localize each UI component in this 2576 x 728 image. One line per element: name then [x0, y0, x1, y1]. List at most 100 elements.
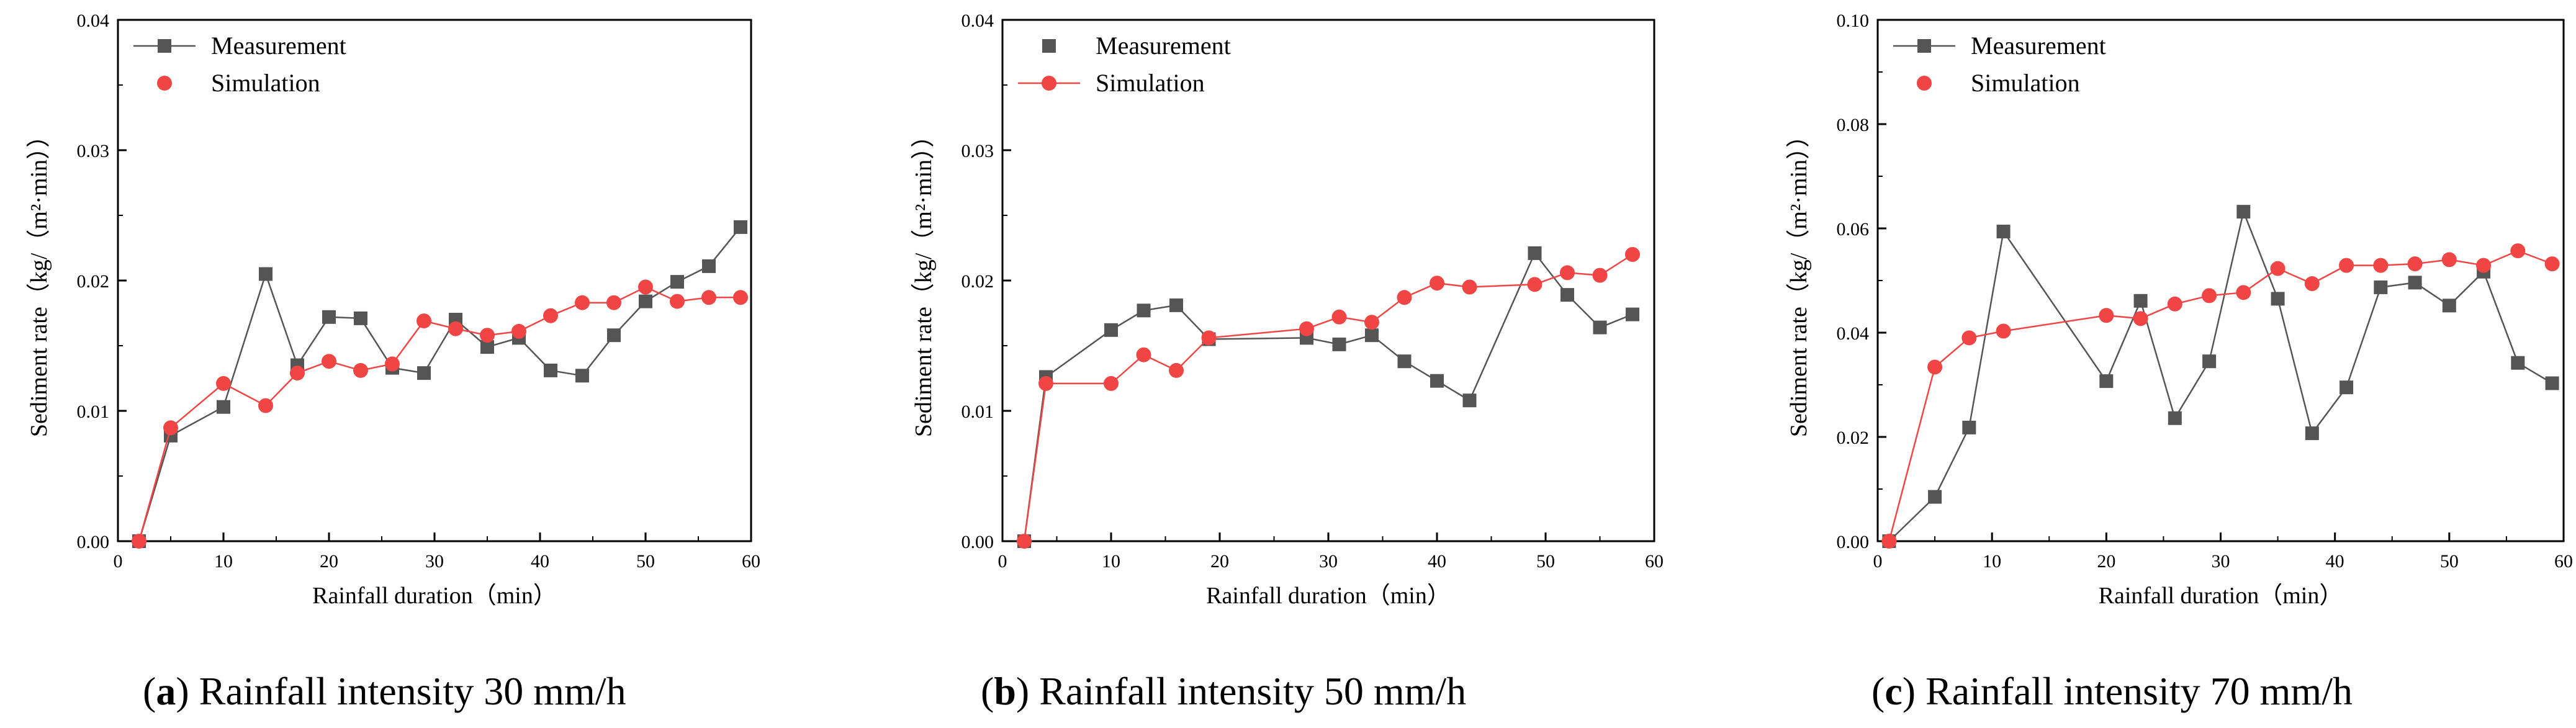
data-point: [702, 259, 716, 273]
y-tick-label: 0.00: [961, 532, 994, 552]
data-point: [2511, 356, 2525, 370]
caption-text: Rainfall intensity 30 mm/h: [199, 669, 626, 713]
y-tick-label: 0.04: [1837, 323, 1870, 344]
x-tick-label: 20: [2097, 551, 2115, 572]
legend-marker: [158, 39, 171, 53]
data-point: [1927, 359, 1943, 375]
caption-punct: ): [1903, 669, 1925, 713]
data-point: [1962, 420, 1976, 434]
legend-marker: [1042, 76, 1056, 91]
data-point: [639, 294, 652, 308]
data-point: [2544, 256, 2560, 272]
data-point: [132, 534, 146, 549]
x-tick-label: 50: [636, 551, 655, 572]
x-tick-label: 50: [1536, 551, 1555, 572]
data-point: [701, 290, 716, 305]
panel-caption: (a) Rainfall intensity 30 mm/h: [143, 669, 626, 713]
series-line: [1023, 251, 1633, 542]
series-measurement: [1017, 246, 1639, 548]
y-tick-label: 0.10: [1837, 11, 1870, 31]
data-point: [2305, 426, 2319, 441]
x-axis-title: Rainfall duration（min）: [1206, 583, 1451, 609]
y-tick-label: 0.04: [77, 11, 110, 31]
legend-label: Measurement: [1971, 32, 2106, 60]
data-point: [543, 308, 558, 323]
data-point: [259, 267, 272, 281]
data-point: [216, 375, 231, 391]
data-point: [1593, 320, 1607, 335]
data-point: [2510, 243, 2526, 259]
data-point: [1560, 288, 1574, 302]
legend-entry-measurement: Measurement: [1042, 32, 1231, 60]
data-point: [2202, 354, 2217, 369]
data-point: [290, 366, 305, 381]
data-point: [385, 356, 400, 372]
legend-marker: [1917, 76, 1932, 91]
y-tick-label: 0.01: [961, 402, 994, 422]
y-tick-label: 0.02: [77, 271, 110, 292]
data-point: [1299, 321, 1314, 336]
data-point: [417, 366, 431, 380]
data-point: [670, 275, 684, 289]
data-point: [354, 311, 367, 325]
legend-marker: [1042, 39, 1056, 53]
caption-text: Rainfall intensity 50 mm/h: [1039, 669, 1466, 713]
data-point: [1996, 225, 2011, 239]
y-axis-title: Sediment rate（kg/（m²·min））: [26, 124, 52, 437]
data-point: [322, 310, 336, 324]
data-point: [1038, 375, 1053, 391]
legend-entry-measurement: Measurement: [1893, 32, 2106, 60]
x-tick-label: 60: [2554, 551, 2573, 572]
data-point: [163, 420, 178, 436]
x-tick-label: 40: [531, 551, 549, 572]
data-point: [575, 369, 589, 383]
x-tick-label: 30: [425, 551, 444, 572]
data-point: [2270, 261, 2286, 276]
y-tick-label: 0.00: [77, 532, 110, 552]
data-point: [2408, 276, 2422, 290]
x-tick-label: 20: [320, 551, 338, 572]
x-tick-label: 10: [1102, 551, 1120, 572]
y-tick-label: 0.02: [961, 271, 994, 292]
data-point: [1169, 362, 1184, 378]
caption-punct: (: [143, 669, 156, 713]
data-point: [1430, 374, 1444, 388]
data-point: [544, 363, 557, 377]
data-point: [480, 328, 495, 343]
data-point: [1462, 393, 1477, 408]
data-point: [1592, 267, 1608, 283]
y-tick-label: 0.04: [961, 11, 994, 31]
y-tick-label: 0.03: [77, 141, 110, 161]
x-tick-label: 0: [1873, 551, 1883, 572]
data-point: [2236, 285, 2251, 300]
data-point: [1332, 337, 1346, 351]
data-point: [575, 295, 590, 310]
series-simulation: [1017, 247, 1640, 549]
data-point: [1462, 279, 1477, 295]
caption-punct: ): [176, 669, 199, 713]
legend-marker: [1917, 39, 1931, 53]
x-tick-label: 60: [742, 551, 760, 572]
legend-label: Simulation: [1971, 69, 2080, 97]
chart-panel-a: 0 10 20 30 40 50 60 0.00 0.01 0.02 0.03 0.04 Rainfal…: [26, 11, 760, 713]
x-tick-label: 10: [214, 551, 233, 572]
data-point: [1201, 330, 1217, 346]
data-point: [2476, 258, 2492, 273]
legend-entry-simulation: Simulation: [157, 69, 320, 97]
x-tick-label: 10: [1983, 551, 2001, 572]
x-tick-label: 20: [1210, 551, 1229, 572]
panel-caption: (b) Rainfall intensity 50 mm/h: [981, 669, 1466, 713]
x-tick-label: 40: [1428, 551, 1446, 572]
data-point: [1560, 265, 1575, 281]
data-point: [2167, 296, 2182, 312]
legend-label: Measurement: [1096, 32, 1231, 60]
y-tick-label: 0.08: [1837, 115, 1870, 135]
x-tick-label: 60: [1645, 551, 1664, 572]
x-tick-label: 50: [2440, 551, 2459, 572]
data-point: [1528, 246, 1542, 260]
data-point: [606, 295, 621, 310]
data-point: [217, 400, 230, 414]
x-tick-label: 30: [2212, 551, 2230, 572]
data-point: [480, 340, 494, 354]
data-point: [2133, 311, 2148, 326]
